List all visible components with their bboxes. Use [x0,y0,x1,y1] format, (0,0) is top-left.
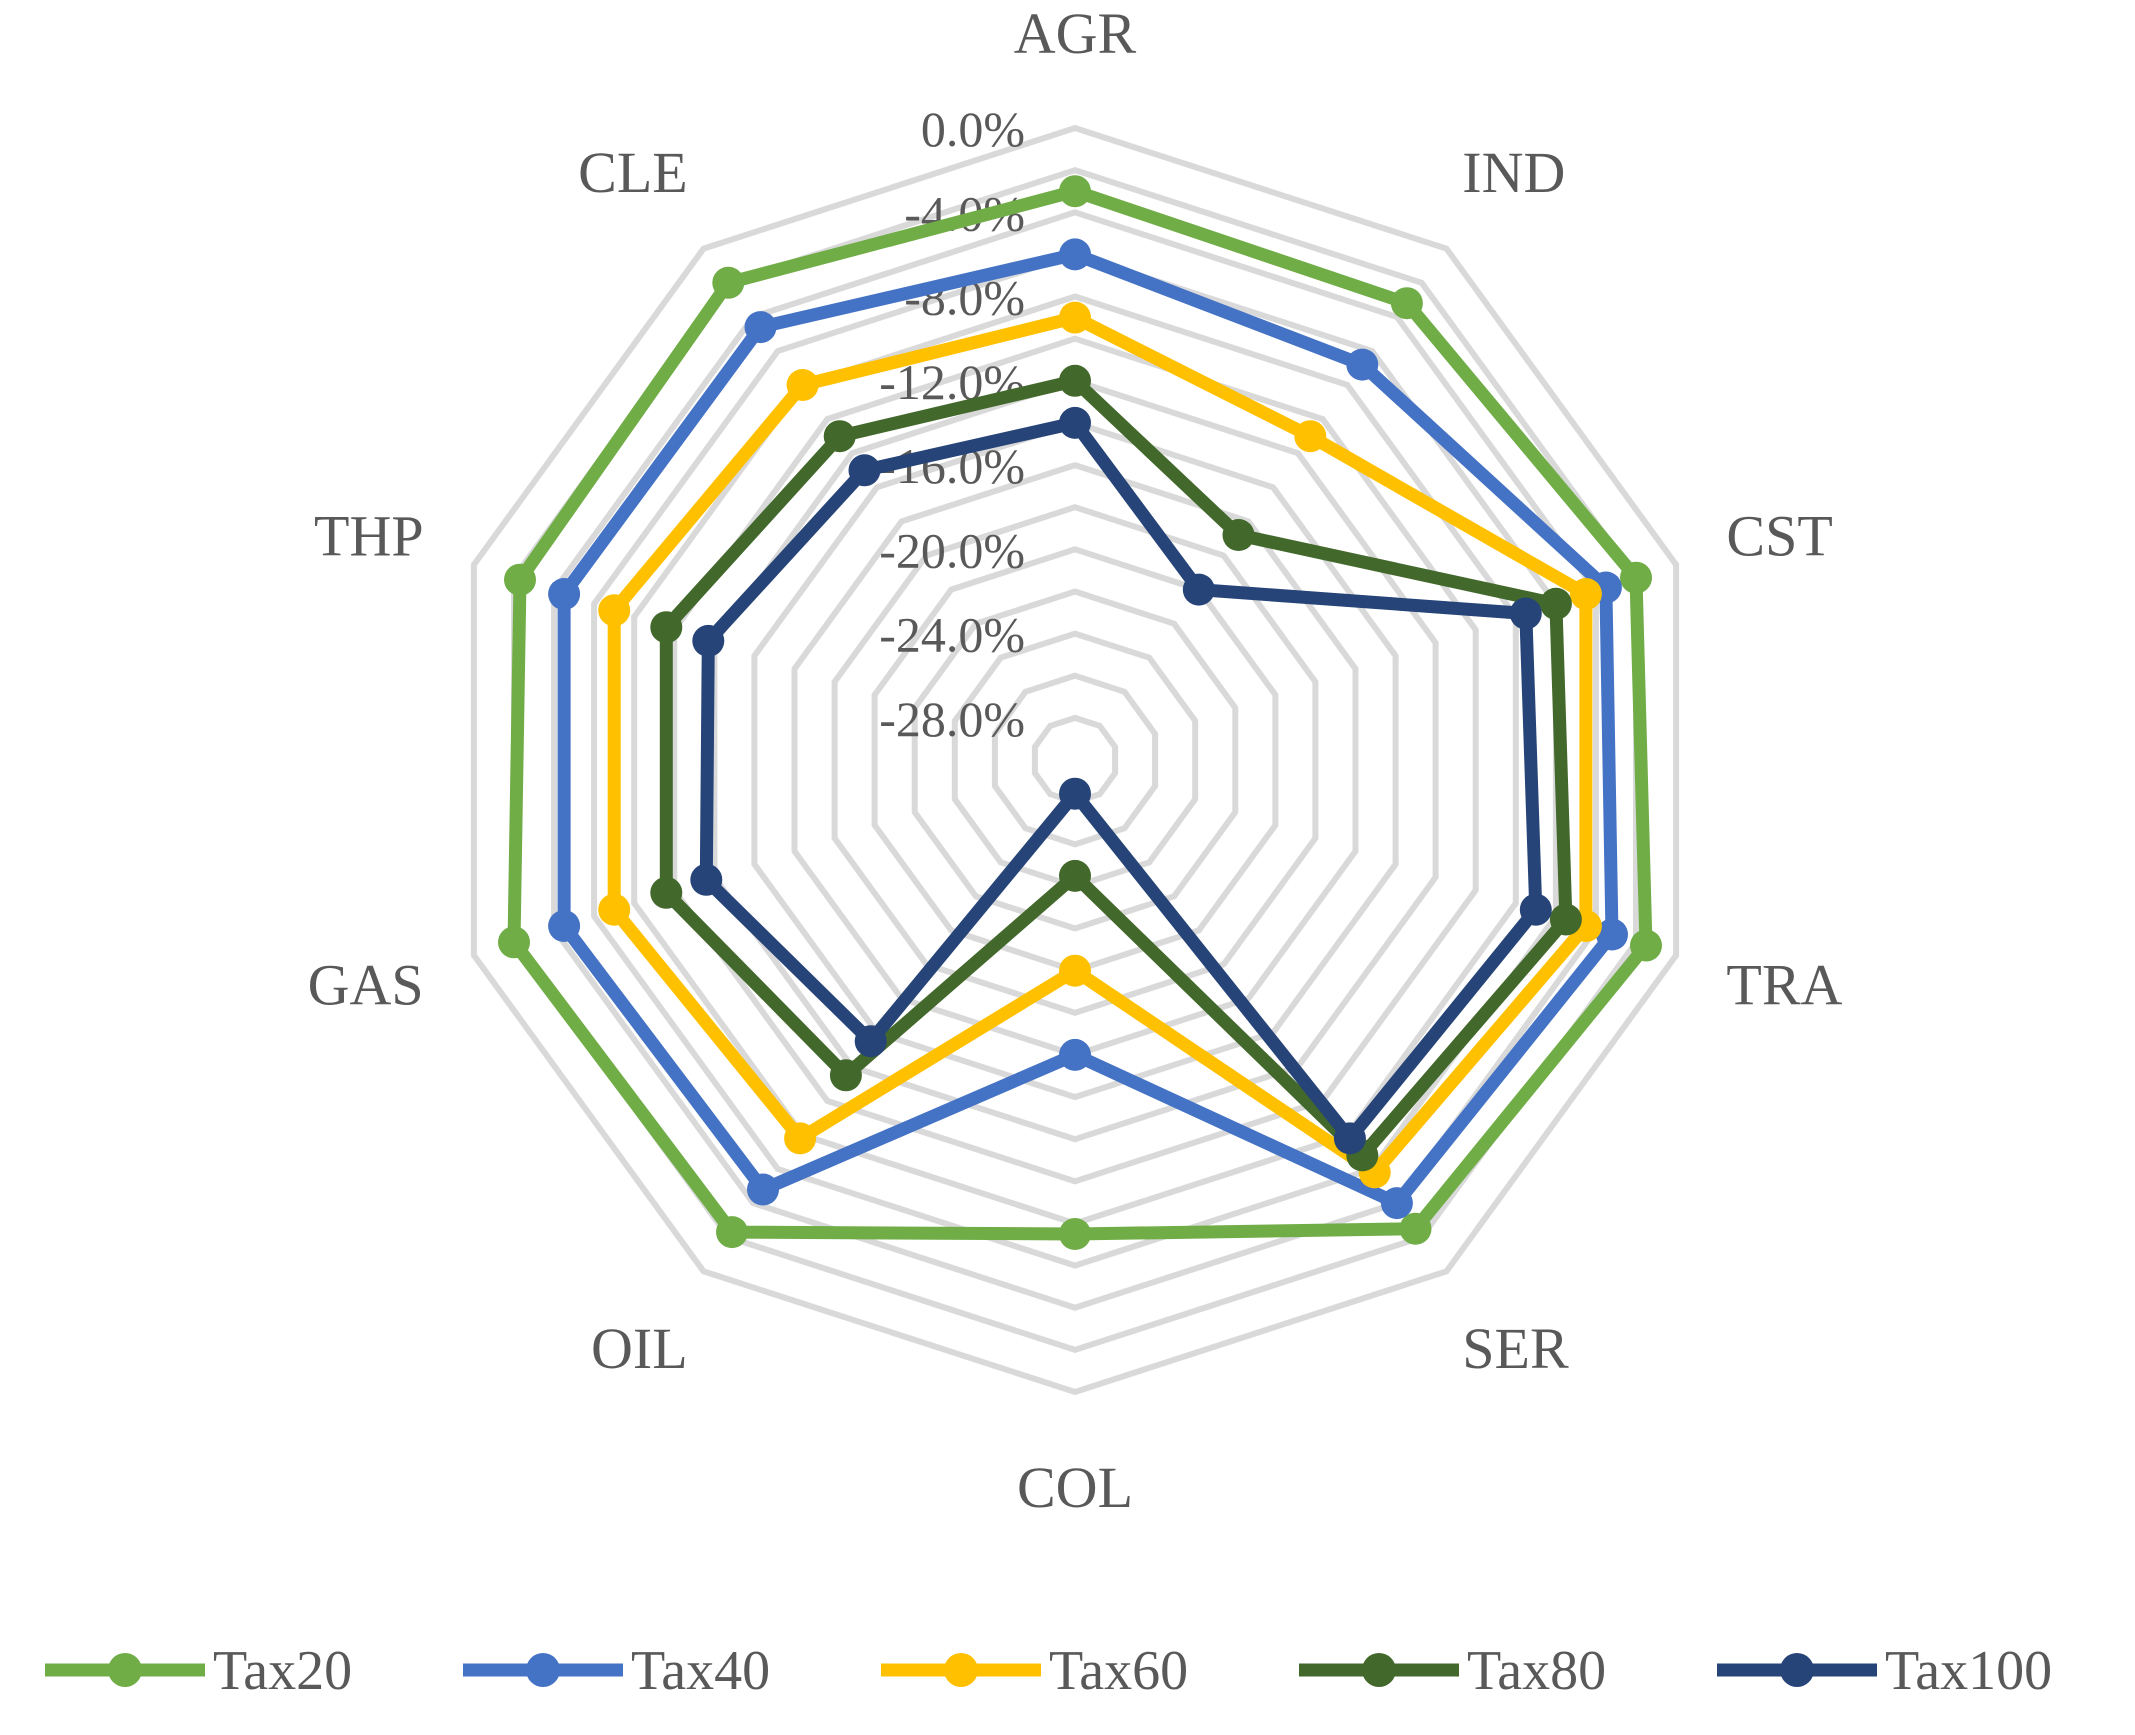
data-point [1620,561,1652,594]
data-point [1380,1187,1413,1220]
data-point [1509,597,1542,630]
category-label: OIL [591,1316,688,1381]
data-point [1059,1218,1091,1250]
data-point [829,1059,862,1092]
data-point [1519,893,1552,926]
tick-labels: 0.0%-4.0%-8.0%-12.0%-16.0%-20.0%-24.0%-2… [879,101,1025,747]
legend-marker [526,1653,560,1687]
category-label: TRA [1726,953,1842,1018]
category-label: CLE [578,140,688,205]
data-point [744,311,777,344]
series-tax40 [548,238,1628,1220]
data-point [1059,364,1091,397]
grid-ring [951,630,1199,890]
legend-item: Tax40 [463,1640,770,1702]
data-point [598,893,631,926]
data-point [1596,918,1628,951]
data-point [1059,1038,1091,1071]
legend-label: Tax100 [1885,1640,2052,1702]
grid-ring [711,377,1439,1143]
data-point [712,266,745,299]
data-point [548,910,581,942]
data-point [1294,420,1327,453]
data-point [548,578,581,610]
data-point [1399,1212,1432,1245]
data-point [1059,859,1091,892]
series-tax100 [690,406,1552,1155]
category-label: AGR [1014,1,1137,66]
category-label: COL [1017,1455,1133,1520]
category-label: THP [314,503,424,568]
grid-ring [751,419,1399,1101]
data-point [650,876,683,909]
data-point [650,611,683,644]
series-group [498,175,1662,1250]
data-point [1630,929,1662,962]
data-point [498,926,530,959]
data-point [690,863,723,896]
data-point [1390,287,1423,320]
legend-label: Tax20 [213,1640,352,1702]
tick-label: -24.0% [879,607,1025,663]
data-point [786,369,819,401]
tick-label: 0.0% [921,101,1025,157]
data-point [747,1173,779,1206]
data-point [1549,903,1582,936]
legend-label: Tax60 [1049,1640,1188,1702]
grid-ring [551,209,1599,1311]
data-point [823,420,856,453]
legend-item: Tax60 [881,1640,1188,1702]
data-point [1059,406,1091,439]
legend-marker [1362,1653,1396,1687]
data-point [1059,175,1091,208]
data-point [784,1122,817,1155]
data-point [1059,954,1091,987]
category-label: IND [1462,140,1565,205]
grid-ring [991,672,1159,848]
data-point [1059,301,1091,334]
data-point [716,1216,748,1249]
grid-ring [591,251,1559,1269]
data-point [1059,238,1091,271]
legend: Tax20 Tax40 Tax60 Tax80 Tax100 [45,1640,2052,1702]
data-point [1569,578,1602,610]
grid-ring [831,504,1319,1016]
legend-item: Tax80 [1299,1640,1606,1702]
legend-marker [108,1653,142,1687]
data-point [692,624,725,657]
category-label: GAS [308,953,424,1018]
legend-label: Tax40 [631,1640,770,1702]
data-point [598,594,631,627]
grid-ring [911,588,1239,932]
data-point [1222,519,1255,551]
data-point [1539,587,1572,620]
data-point [1346,348,1379,381]
series-tax80 [650,364,1582,1172]
grid-ring [470,124,1680,1396]
legend-item: Tax20 [45,1640,352,1702]
legend-marker [1780,1653,1814,1687]
data-point [1059,777,1091,810]
data-point [848,454,881,487]
series-tax60 [598,301,1602,1189]
tick-label: -20.0% [879,522,1025,578]
legend-label: Tax80 [1467,1640,1606,1702]
data-point [504,563,536,596]
data-point [1182,573,1215,606]
category-labels: AGR IND CST TRA SER COL OIL GAS THP CLE [308,1,1843,1520]
tick-label: -28.0% [879,691,1025,747]
series-tax20 [498,175,1662,1250]
category-label: CST [1726,503,1832,568]
data-point [854,1025,887,1058]
legend-marker [944,1653,978,1687]
legend-item: Tax100 [1717,1640,2052,1702]
series-line [699,416,1543,1145]
category-label: SER [1462,1316,1569,1381]
data-point [1333,1122,1366,1155]
